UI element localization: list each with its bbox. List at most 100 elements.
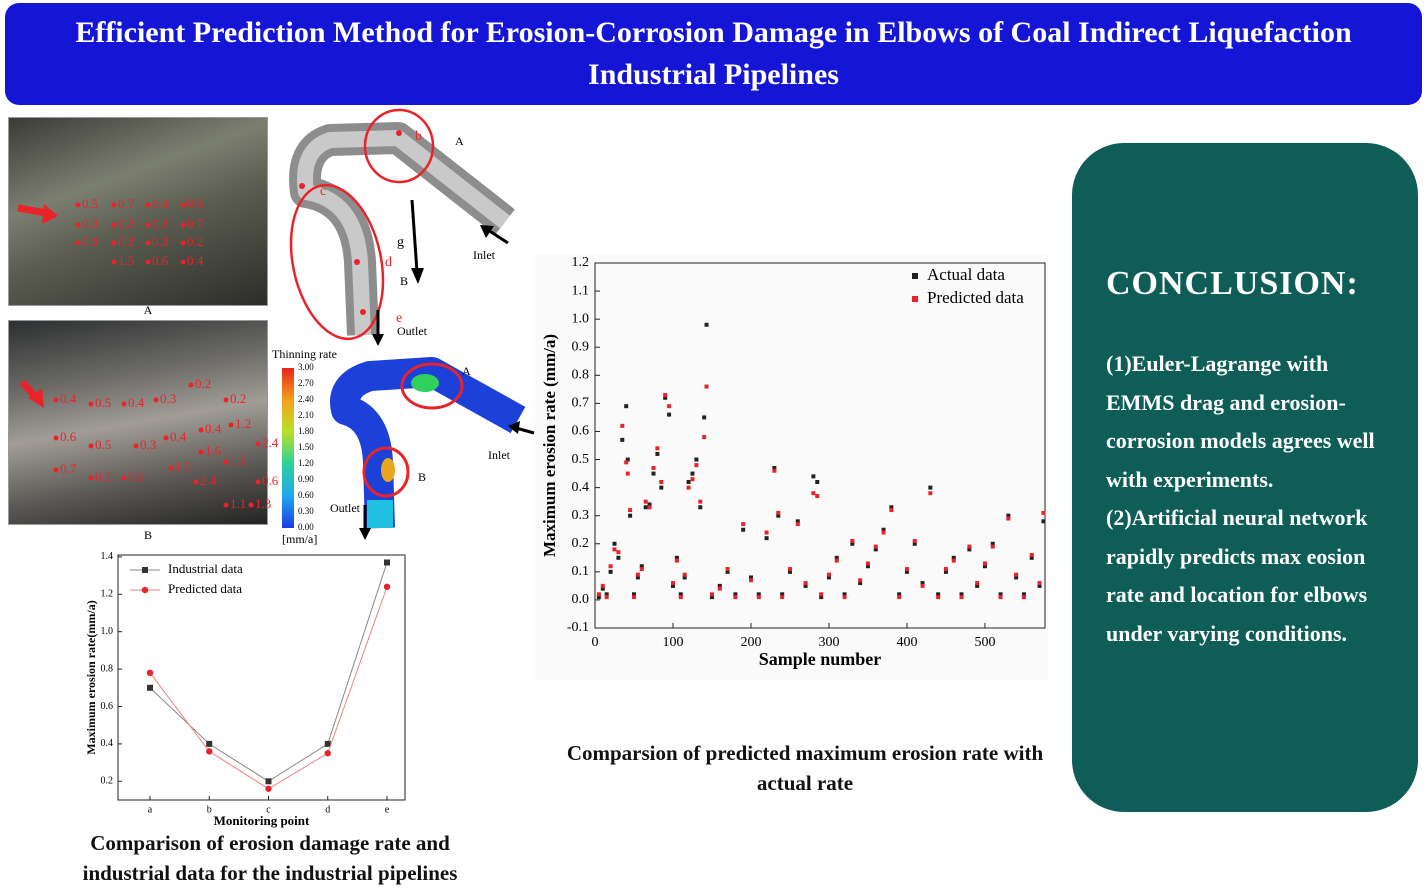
data-point [819, 595, 824, 600]
data-point [620, 423, 625, 428]
reading: 0.3 [140, 437, 156, 452]
title-banner: Efficient Prediction Method for Erosion-… [5, 3, 1422, 105]
data-point [674, 558, 679, 563]
hotspot [381, 458, 395, 482]
reading: 0.5 [95, 437, 111, 452]
data-point [1029, 555, 1034, 560]
measure-point [75, 240, 81, 246]
data-point [776, 513, 781, 518]
data-point [904, 567, 909, 572]
data-point [865, 564, 870, 569]
data-point [1021, 595, 1026, 600]
data-point [904, 569, 909, 574]
data-point [975, 581, 980, 586]
conclusion-point: (1)Euler-Lagrange with EMMS drag and ero… [1106, 351, 1375, 492]
reading: 0.3 [152, 234, 168, 249]
data-point [1014, 572, 1019, 577]
gravity-arrow-head [411, 268, 424, 284]
data-point [698, 505, 703, 510]
measure-point [75, 222, 81, 228]
data-point [384, 559, 390, 566]
data-point [698, 499, 703, 504]
contour-pipe [330, 357, 526, 529]
data-point [748, 578, 753, 583]
data-point [795, 519, 800, 524]
data-point [967, 544, 972, 549]
data-point [920, 583, 925, 588]
color-tick: 0.00 [298, 522, 314, 532]
data-point [787, 569, 792, 574]
scatter-panel [535, 255, 1048, 680]
measure-point [111, 240, 117, 246]
y-tick-label: 0.2 [572, 536, 590, 551]
y-tick-label: 0.6 [572, 424, 590, 439]
model-label: Outlet [397, 324, 428, 338]
data-point [733, 592, 738, 597]
x-tick-label: 200 [740, 635, 761, 650]
data-point [858, 578, 863, 583]
data-point [865, 561, 870, 566]
y-tick-label: 0.0 [572, 592, 590, 607]
color-tick: 0.30 [298, 506, 314, 516]
measure-point [53, 435, 59, 441]
data-point [694, 463, 699, 468]
y-tick-label: 0.1 [572, 564, 590, 579]
data-point [920, 581, 925, 586]
data-point [702, 415, 707, 420]
reading: 0.2 [187, 234, 203, 249]
model-label: A [455, 134, 464, 148]
reading: 0.6 [152, 253, 169, 268]
measure-point [88, 401, 94, 407]
data-point [616, 550, 621, 555]
legend-marker [912, 296, 918, 302]
data-point [631, 592, 636, 597]
data-point [678, 592, 683, 597]
data-point [635, 575, 640, 580]
model-label: c [320, 184, 326, 199]
data-point [756, 595, 761, 600]
data-point [1006, 516, 1011, 521]
data-point [858, 581, 863, 586]
reading: 0.2 [195, 376, 211, 391]
reading: 0.3 [152, 216, 168, 231]
data-point [625, 471, 630, 476]
x-tick-label: 100 [662, 635, 683, 650]
data-point [842, 595, 847, 600]
y-tick-label: 0.2 [101, 776, 114, 787]
data-point [1006, 513, 1011, 518]
data-point [780, 592, 785, 597]
data-point [608, 564, 613, 569]
data-point [959, 595, 964, 600]
data-point [951, 555, 956, 560]
data-point [842, 592, 847, 597]
y-tick-label: 0.4 [572, 480, 590, 495]
color-tick: 2.70 [298, 378, 314, 388]
reading: 0.4 [205, 421, 222, 436]
reading: 0.3 [82, 216, 98, 231]
measure-point [145, 240, 151, 246]
data-point [639, 564, 644, 569]
measure-point [198, 449, 204, 455]
data-point [670, 583, 675, 588]
data-point [764, 536, 769, 541]
data-point [741, 527, 746, 532]
reading: 1.5 [175, 459, 191, 474]
reading: 2.4 [200, 473, 217, 488]
y-tick-label: 0.3 [572, 508, 590, 523]
data-point [811, 491, 816, 496]
y-tick-label: 0.6 [101, 701, 114, 712]
data-point [717, 583, 722, 588]
reading: 0.7 [118, 196, 135, 211]
measure-point [193, 479, 199, 485]
data-point [265, 778, 272, 785]
reading: 1.3 [255, 496, 271, 511]
data-point [959, 592, 964, 597]
data-point [655, 451, 660, 456]
data-point [647, 502, 652, 507]
data-point [897, 592, 902, 597]
data-point [990, 544, 995, 549]
reading: 0.4 [170, 429, 187, 444]
data-point [982, 561, 987, 566]
data-point [873, 544, 878, 549]
data-point [897, 595, 902, 600]
